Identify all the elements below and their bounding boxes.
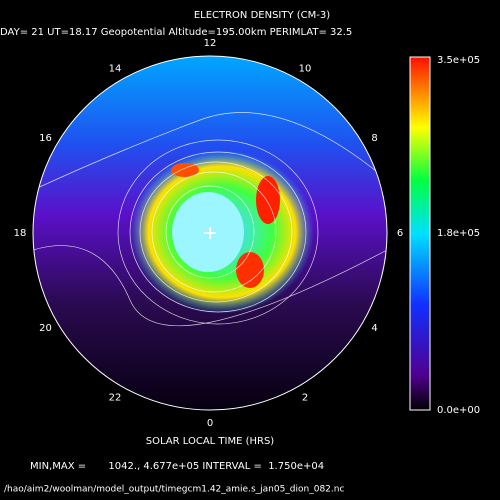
axis-label: SOLAR LOCAL TIME (HRS) — [146, 436, 275, 447]
file-path: /hao/aim2/woolman/model_output/timegcm1.… — [4, 485, 344, 495]
colorbar-label: 0.0e+00 — [437, 405, 480, 416]
hour-label: 16 — [39, 133, 52, 144]
subtitle: DAY= 21 UT=18.17 Geopotential Altitude=1… — [0, 27, 352, 38]
hour-label: 6 — [397, 228, 403, 239]
title: ELECTRON DENSITY (CM-3) — [194, 10, 330, 21]
hour-label: 12 — [204, 38, 217, 49]
hour-label: 0 — [207, 418, 213, 429]
hour-label: 20 — [39, 323, 52, 334]
colorbar-label: 1.8e+05 — [437, 228, 480, 239]
hour-label: 14 — [109, 63, 122, 74]
hour-label: 18 — [14, 228, 27, 239]
colorbar-label: 3.5e+05 — [437, 55, 480, 66]
colorbar — [409, 56, 431, 411]
hour-label: 22 — [109, 393, 122, 404]
hour-label: 2 — [302, 393, 308, 404]
hour-label: 8 — [371, 133, 377, 144]
hour-label: 10 — [299, 63, 312, 74]
hour-label: 4 — [371, 323, 377, 334]
range-info: MIN,MAX = 1042., 4.677e+05 INTERVAL = 1.… — [30, 461, 324, 472]
